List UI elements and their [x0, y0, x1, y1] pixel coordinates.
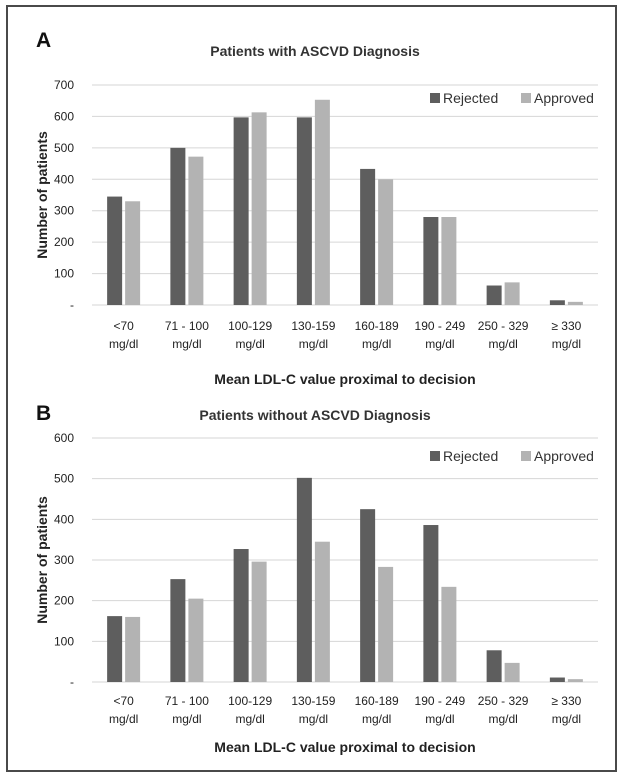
chart-panel-a: A Patients with ASCVD Diagnosis - 100 200 300…: [34, 29, 598, 387]
bar-rejected-2: [233, 549, 249, 682]
x-category-unit: mg/dl: [362, 712, 391, 726]
y-axis-label: Number of patients: [34, 131, 50, 259]
x-category-unit: mg/dl: [425, 337, 454, 351]
y-tick-label: 200: [54, 235, 74, 249]
x-category-unit: mg/dl: [552, 712, 581, 726]
bar-rejected-7: [549, 677, 565, 682]
legend-label-approved: Approved: [534, 90, 594, 106]
x-category-label: 190 - 249: [415, 319, 466, 333]
y-axis-label: Number of patients: [34, 496, 50, 624]
x-category-unit: mg/dl: [425, 712, 454, 726]
chart-panel-b: B Patients without ASCVD Diagnosis - 100 200…: [34, 402, 598, 755]
x-category-label: <70: [113, 694, 134, 708]
x-category-label: 100-129: [228, 694, 272, 708]
y-tick-label: 100: [54, 634, 74, 648]
bar-rejected-1: [170, 579, 186, 682]
x-category-label: ≥ 330: [551, 319, 581, 333]
x-category-label: 130-159: [291, 319, 335, 333]
y-tick-label: -: [70, 675, 74, 689]
x-category-label: 71 - 100: [165, 319, 209, 333]
x-category-label: 100-129: [228, 319, 272, 333]
legend-label-rejected: Rejected: [443, 90, 498, 106]
bar-approved-4: [378, 566, 394, 682]
x-category-label: 190 - 249: [415, 694, 466, 708]
bar-rejected-0: [107, 616, 123, 682]
bar-approved-0: [125, 201, 141, 305]
bar-approved-6: [504, 662, 520, 682]
bar-approved-3: [314, 99, 330, 306]
bar-approved-2: [251, 112, 267, 305]
x-category-unit: mg/dl: [235, 712, 264, 726]
bar-approved-1: [188, 598, 204, 682]
bar-approved-4: [378, 179, 394, 305]
y-tick-label: 100: [54, 267, 74, 281]
x-category-unit: mg/dl: [235, 337, 264, 351]
bar-rejected-5: [423, 525, 439, 682]
bar-approved-7: [567, 301, 583, 305]
x-category-label: <70: [113, 319, 134, 333]
x-category-unit: mg/dl: [299, 712, 328, 726]
bar-approved-5: [441, 217, 457, 305]
bar-approved-7: [567, 679, 583, 682]
bar-approved-3: [314, 541, 330, 682]
x-axis-label: Mean LDL-C value proximal to decision: [214, 739, 475, 755]
bar-approved-5: [441, 586, 457, 682]
y-tick-label: 600: [54, 109, 74, 123]
legend-swatch-approved: [521, 93, 531, 103]
x-category-unit: mg/dl: [488, 337, 517, 351]
y-tick-label: 700: [54, 78, 74, 92]
chart-title: Patients without ASCVD Diagnosis: [199, 407, 430, 423]
bar-approved-2: [251, 561, 267, 682]
x-category-unit: mg/dl: [299, 337, 328, 351]
bar-rejected-6: [486, 650, 502, 682]
x-axis-label: Mean LDL-C value proximal to decision: [214, 371, 475, 387]
bar-rejected-4: [360, 509, 376, 682]
y-tick-label: 400: [54, 512, 74, 526]
bar-approved-0: [125, 616, 141, 682]
x-category-label: 71 - 100: [165, 694, 209, 708]
legend-swatch-approved: [521, 451, 531, 461]
x-category-label: 250 - 329: [478, 319, 529, 333]
bar-rejected-4: [360, 168, 376, 305]
bar-rejected-3: [296, 117, 312, 305]
bar-rejected-7: [549, 300, 565, 305]
bar-rejected-2: [233, 117, 249, 305]
y-tick-label: 500: [54, 472, 74, 486]
y-tick-label: 200: [54, 594, 74, 608]
bar-rejected-3: [296, 477, 312, 682]
x-category-unit: mg/dl: [552, 337, 581, 351]
legend-swatch-rejected: [430, 93, 440, 103]
y-tick-label: 300: [54, 553, 74, 567]
x-category-label: 250 - 329: [478, 694, 529, 708]
legend-swatch-rejected: [430, 451, 440, 461]
y-tick-label: 500: [54, 141, 74, 155]
y-tick-label: 600: [54, 431, 74, 445]
x-category-unit: mg/dl: [362, 337, 391, 351]
x-category-unit: mg/dl: [172, 712, 201, 726]
bar-rejected-5: [423, 217, 439, 305]
x-category-unit: mg/dl: [109, 712, 138, 726]
bar-approved-1: [188, 156, 204, 305]
chart-title: Patients with ASCVD Diagnosis: [210, 43, 420, 59]
x-category-unit: mg/dl: [172, 337, 201, 351]
bar-rejected-0: [107, 196, 123, 305]
x-category-unit: mg/dl: [109, 337, 138, 351]
bar-approved-6: [504, 282, 520, 305]
y-tick-label: 300: [54, 204, 74, 218]
bar-rejected-1: [170, 147, 186, 305]
x-category-label: 160-189: [355, 319, 399, 333]
x-category-label: 130-159: [291, 694, 335, 708]
y-tick-label: 400: [54, 172, 74, 186]
x-category-label: ≥ 330: [551, 694, 581, 708]
bar-rejected-6: [486, 285, 502, 305]
panel-letter: B: [36, 402, 51, 425]
x-category-unit: mg/dl: [488, 712, 517, 726]
legend-label-rejected: Rejected: [443, 448, 498, 464]
panel-letter: A: [36, 29, 51, 52]
y-tick-label: -: [70, 298, 74, 312]
legend-label-approved: Approved: [534, 448, 594, 464]
x-category-label: 160-189: [355, 694, 399, 708]
